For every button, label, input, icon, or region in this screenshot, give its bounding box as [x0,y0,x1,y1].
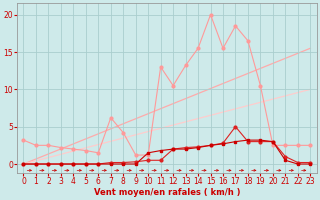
X-axis label: Vent moyen/en rafales ( km/h ): Vent moyen/en rafales ( km/h ) [94,188,240,197]
